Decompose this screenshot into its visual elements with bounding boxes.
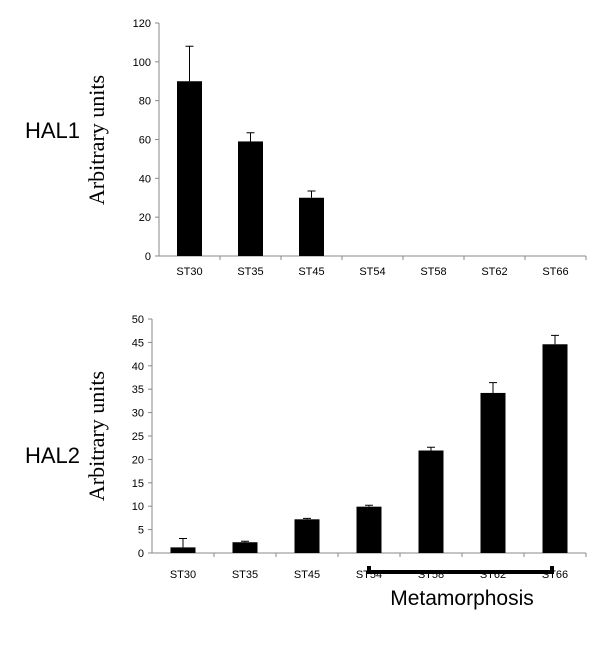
bar-st66	[542, 344, 568, 553]
x-tick-label: ST45	[294, 569, 320, 581]
bar-st45	[294, 519, 320, 553]
y-tick-label: 0	[145, 251, 151, 263]
x-tick-label: ST30	[176, 266, 202, 278]
error-bar	[427, 446, 435, 451]
y-tick-label: 25	[132, 431, 144, 443]
annotation-metamorphosis: Metamorphosis	[390, 587, 534, 610]
error-bar	[307, 190, 316, 198]
x-tick-label: ST45	[298, 266, 324, 278]
bar-st30	[170, 547, 196, 553]
bar-st45	[299, 197, 324, 256]
bar-st30	[177, 81, 202, 256]
panel-label-hal1: HAL1	[25, 118, 80, 143]
error-bar	[551, 334, 559, 345]
bar-st35	[238, 141, 263, 256]
y-tick-label: 5	[138, 525, 144, 537]
y-tick-label: 35	[132, 384, 144, 396]
error-bar	[365, 504, 373, 507]
y-tick-label: 0	[138, 548, 144, 560]
x-tick-label: ST54	[359, 266, 385, 278]
error-bar	[303, 517, 311, 520]
y-tick-label: 45	[132, 337, 144, 349]
x-tick-label: ST66	[542, 266, 568, 278]
x-tick-label: ST35	[232, 569, 258, 581]
x-tick-label: ST62	[481, 266, 507, 278]
y-tick-label: 40	[139, 173, 151, 185]
y-tick-label: 10	[132, 501, 144, 513]
bar-st62	[480, 392, 506, 553]
y-tick-label: 40	[132, 361, 144, 373]
x-tick-label: ST58	[420, 266, 446, 278]
metamorphosis-bracket	[367, 566, 554, 574]
error-bar	[179, 537, 187, 548]
y-tick-label: 15	[132, 478, 144, 490]
y-tick-label: 80	[139, 96, 151, 108]
error-bar	[241, 540, 249, 543]
error-bar	[489, 382, 497, 393]
panel-label-hal2: HAL2	[25, 443, 80, 468]
y-tick-label: 60	[139, 135, 151, 147]
y-tick-label: 30	[132, 408, 144, 420]
y-axis-label-hal2: Arbitrary units	[84, 371, 109, 501]
bar-st58	[418, 450, 444, 553]
bar-st54	[356, 506, 382, 553]
y-tick-label: 20	[139, 212, 151, 224]
error-bar	[185, 45, 194, 82]
error-bar	[246, 132, 255, 142]
x-tick-label: ST30	[170, 569, 196, 581]
y-axis-label-hal1: Arbitrary units	[84, 75, 109, 205]
chart-hal1: 0 20 40 60 80 100 120 ST30 ST35 ST45 ST54 ST58 ST62 S…	[133, 18, 587, 278]
y-tick-label: 120	[133, 18, 151, 30]
y-tick-label: 20	[132, 454, 144, 466]
x-tick-label: ST35	[237, 266, 263, 278]
bar-st35	[232, 542, 258, 553]
y-tick-label: 50	[132, 314, 144, 326]
y-tick-label: 100	[133, 57, 151, 69]
